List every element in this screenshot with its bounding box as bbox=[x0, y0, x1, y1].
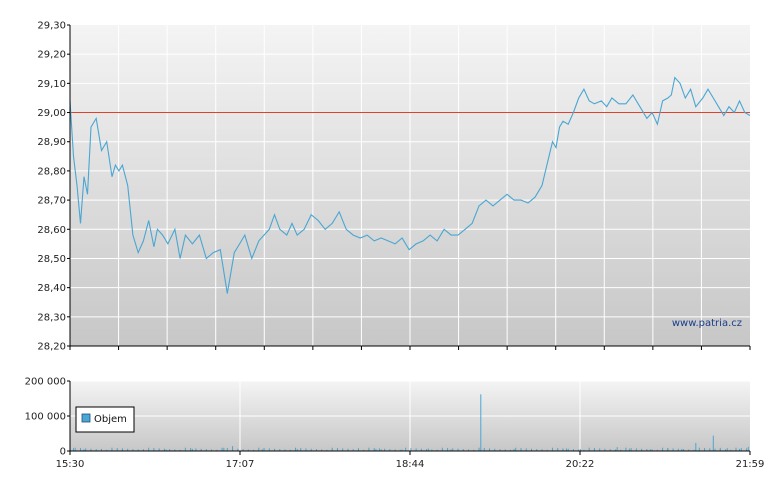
y-tick-label: 29,00 bbox=[37, 108, 66, 119]
legend: Objem bbox=[75, 406, 135, 433]
x-tick-label: 17:07 bbox=[226, 459, 255, 470]
y-tick-label: 28,50 bbox=[37, 254, 66, 265]
volume-y-axis: 200 000 100 000 0 bbox=[25, 377, 70, 458]
y-tick-label: 28,20 bbox=[37, 342, 66, 353]
y-tick-label: 28,60 bbox=[37, 225, 66, 236]
y-tick-label: 0 bbox=[60, 447, 66, 458]
y-tick-label: 29,30 bbox=[37, 21, 66, 32]
x-axis: 15:30 17:07 18:44 20:22 21:59 bbox=[56, 451, 765, 470]
watermark: www.patria.cz bbox=[672, 318, 742, 329]
price-grid bbox=[70, 25, 750, 346]
x-tick-label: 15:30 bbox=[56, 459, 85, 470]
y-tick-label: 200 000 bbox=[25, 377, 66, 388]
price-chart-panel: 29,30 29,20 29,10 29,00 28,90 28,80 28,70 28,60… bbox=[37, 21, 751, 353]
y-tick-label: 28,40 bbox=[37, 283, 66, 294]
y-tick-label: 28,90 bbox=[37, 137, 66, 148]
price-x-tick-marks bbox=[69, 346, 751, 350]
y-tick-label: 29,10 bbox=[37, 79, 66, 90]
y-tick-label: 29,20 bbox=[37, 50, 66, 61]
y-tick-label: 100 000 bbox=[25, 412, 66, 423]
legend-swatch bbox=[81, 413, 91, 423]
x-tick-label: 20:22 bbox=[566, 459, 595, 470]
legend-label: Objem bbox=[94, 414, 127, 425]
volume-grid bbox=[70, 380, 750, 451]
y-tick-label: 28,70 bbox=[37, 196, 66, 207]
price-series-line bbox=[69, 76, 751, 294]
y-tick-label: 28,80 bbox=[37, 166, 66, 177]
volume-chart-panel: 200 000 100 000 0 15:30 17:07 18:44 20:22 21:5… bbox=[25, 377, 765, 471]
price-y-axis: 29,30 29,20 29,10 29,00 28,90 28,80 28,70 28,60… bbox=[37, 21, 70, 353]
x-tick-label: 18:44 bbox=[396, 459, 425, 470]
x-tick-label: 21:59 bbox=[736, 459, 765, 470]
legend-box bbox=[75, 406, 135, 433]
y-tick-label: 28,30 bbox=[37, 312, 66, 323]
